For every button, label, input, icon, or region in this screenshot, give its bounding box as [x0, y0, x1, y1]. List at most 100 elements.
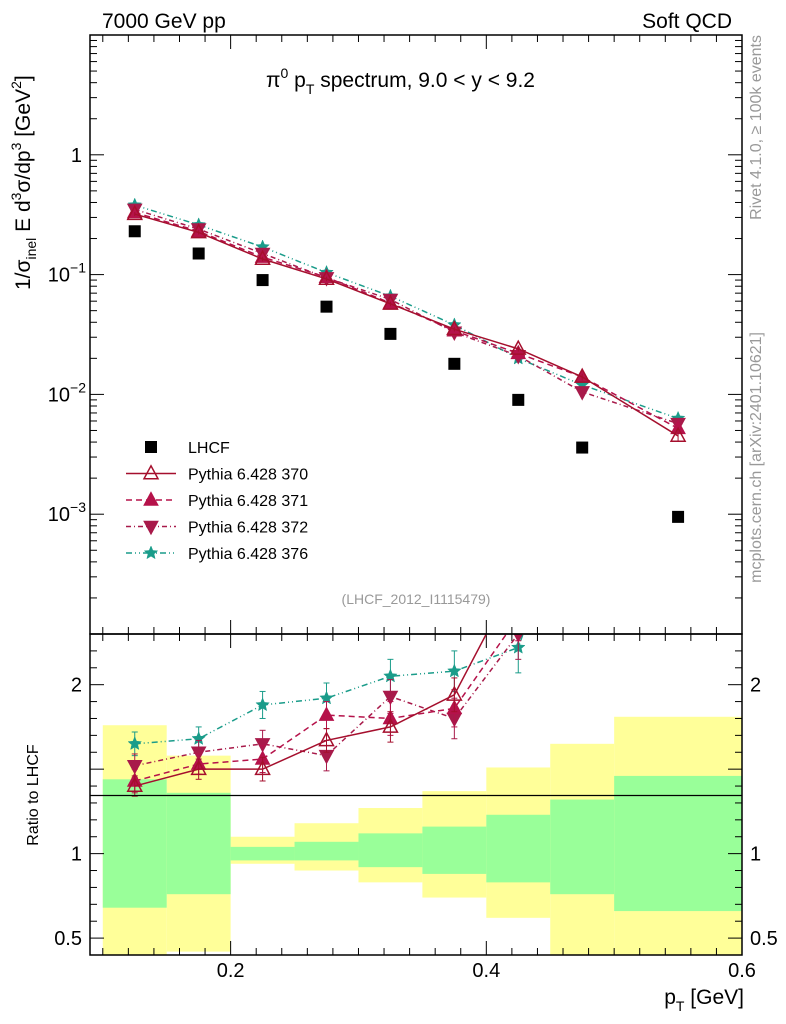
lhcf-point-6	[512, 393, 525, 406]
series-0-ratio-point-8	[671, 221, 685, 234]
y-tick-label-base: 10	[48, 504, 70, 526]
mcplots-label: mcplots.cern.ch [arXiv:2401.10621]	[748, 332, 765, 583]
series-0-ratio-point-2	[254, 759, 271, 776]
plot-title: π0 pT spectrum, 9.0 < y < 9.2	[266, 65, 535, 97]
series-2-ratio-line	[134, 634, 520, 767]
rivet-label: Rivet 4.1.0, ≥ 100k events	[748, 35, 765, 220]
series-0-ratio-point-0	[126, 776, 144, 793]
y-tick-label-1: 10−1	[48, 260, 86, 287]
plot-title-rest: spectrum, 9.0 < y < 9.2	[314, 69, 535, 92]
y-tick-label-0: 1	[71, 145, 82, 167]
analysis-id: (LHCF_2012_I1115479)	[342, 591, 491, 607]
series-3-ratio-point-0	[127, 736, 143, 751]
series-1-main-point-6	[510, 344, 527, 360]
stat-uncertainty-band-0	[102, 779, 167, 908]
plot-title-pi: π	[266, 69, 281, 92]
series-3-ratio-line	[134, 634, 524, 745]
series-1-ratio-point-3	[318, 706, 335, 721]
stat-uncertainty-band-4	[358, 833, 423, 868]
series-0-ratio-point-3	[318, 731, 335, 747]
series-2-main-line	[134, 208, 679, 425]
series-0-main-point-0	[126, 204, 144, 221]
series-2-main-point-7	[574, 386, 591, 401]
series-0-main-point-6	[510, 339, 527, 355]
ratio-tick-label-right-1: 1	[750, 844, 761, 866]
ratio-panel-series	[126, 221, 685, 797]
series-2-ratio-point-4	[382, 690, 399, 706]
legend-lhcf-marker	[145, 441, 157, 453]
series-0-main-line	[134, 213, 679, 437]
legend: LHCF Pythia 6.428 370 Pythia 6.428 371 Pyth…	[126, 440, 308, 563]
y-label-sup-3b: 3	[8, 142, 24, 150]
legend-label-0: Pythia 6.428 370	[188, 467, 308, 484]
series-0-main-point-3	[318, 269, 335, 285]
series-0-ratio-point-1	[190, 759, 207, 776]
series-1-ratio-line	[134, 634, 508, 782]
y-label-part4: [GeV	[12, 89, 35, 143]
ratio-uncertainty-bands	[102, 716, 742, 955]
series-2-ratio-point-0	[126, 760, 143, 775]
ratio-axis-label: Ratio to LHCF	[25, 744, 42, 846]
bands-group	[102, 716, 742, 955]
y-tick-label-exp: −2	[70, 379, 86, 395]
x-label-unit: [GeV]	[684, 986, 744, 1009]
y-tick-label-exp: −3	[70, 499, 86, 515]
y-label-sup-2: 2	[8, 81, 24, 89]
series-0-ratio-point-7	[575, 356, 589, 369]
legend-marker-1	[143, 491, 159, 506]
y-axis-label: 1/σinel E d3σ/dp3 [GeV2]	[8, 75, 39, 290]
series-0-main-point-1	[190, 223, 207, 239]
x-label-p: p	[664, 986, 676, 1009]
series-0-main-point-7	[573, 367, 591, 383]
y-label-part2: E d	[12, 200, 35, 237]
legend-label-1: Pythia 6.428 371	[188, 493, 308, 510]
legend-marker-3	[143, 545, 159, 560]
lhcf-point-3	[320, 300, 333, 313]
ratio-tick-label-left-2: 2	[71, 675, 82, 697]
stat-uncertainty-band-3	[294, 841, 359, 861]
y-label-sub-inel: inel	[23, 238, 39, 260]
lhcf-point-4	[384, 327, 397, 340]
series-1-main-line	[134, 211, 679, 430]
lhcf-point-8	[672, 510, 685, 523]
x-axis-label: pT [GeV]	[664, 986, 744, 1014]
ratio-tick-label-right-0: 0.5	[750, 928, 778, 950]
series-0-ratio-point-4	[382, 717, 399, 733]
legend-lhcf-label: LHCF	[188, 440, 230, 457]
series-0-ratio-point-5	[446, 685, 463, 701]
legend-marker-0	[142, 464, 160, 480]
y-tick-label-base: 10	[48, 265, 70, 287]
ratio-tick-label-left-0: 0.5	[54, 928, 82, 950]
legend-marker-2	[143, 520, 159, 536]
y-tick-label-2: 10−2	[48, 379, 86, 406]
ratio-tick-label-right-2: 2	[750, 675, 761, 697]
stat-uncertainty-band-7	[550, 799, 615, 895]
y-label-sup-3a: 3	[8, 192, 24, 200]
series-3-main-line	[134, 204, 679, 420]
data-series	[126, 197, 687, 797]
series-0-ratio-point-6	[511, 565, 525, 578]
y-label-part1: 1/σ	[12, 259, 35, 290]
lhcf-point-0	[128, 225, 141, 238]
stat-uncertainty-band-2	[230, 846, 295, 861]
y-label-part5: ]	[12, 75, 35, 81]
series-3-ratio-point-2	[255, 697, 270, 712]
plot-title-p: p	[288, 69, 306, 92]
x-tick-label-1: 0.4	[472, 960, 500, 982]
stat-uncertainty-band-5	[422, 826, 487, 874]
legend-label-2: Pythia 6.428 372	[188, 520, 308, 537]
main-panel-series	[126, 197, 687, 523]
series-1-ratio-point-6	[511, 609, 525, 622]
series-0-main-point-4	[382, 294, 399, 310]
lhcf-point-1	[192, 247, 205, 260]
series-2-ratio-point-7	[575, 527, 589, 540]
series-0-main-point-5	[446, 319, 463, 336]
stat-uncertainty-band-8	[614, 775, 742, 912]
legend-label-3: Pythia 6.428 376	[188, 546, 308, 563]
ratio-plot-frame	[89, 633, 743, 956]
y-tick-label-exp: −1	[70, 260, 86, 276]
main-plot-frame	[89, 34, 743, 635]
x-tick-label-2: 0.6	[728, 960, 756, 982]
axes-ticks: 110−110−210−30.5 0.51 12 20.2 0.4 0.6	[48, 35, 778, 982]
